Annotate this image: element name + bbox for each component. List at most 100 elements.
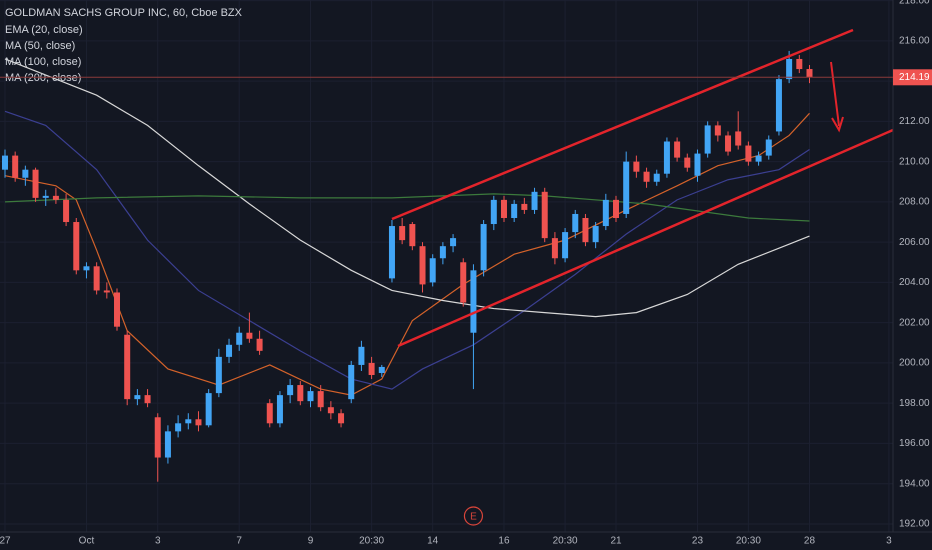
legend-item: MA (100, close) <box>5 56 81 68</box>
event-marker <box>463 506 484 526</box>
candle-body <box>633 161 640 172</box>
candle-body <box>297 385 304 402</box>
last-price-label: 214.19 <box>899 72 930 83</box>
indicator-lines <box>4 58 810 396</box>
candle-body <box>541 191 548 239</box>
y-tick-label: 192.00 <box>899 519 930 530</box>
candle-body <box>572 213 579 233</box>
y-tick-label: 198.00 <box>899 398 930 409</box>
candle-body <box>623 161 630 214</box>
candle-body <box>419 246 426 285</box>
candle-body <box>643 171 650 182</box>
candle-body <box>460 262 467 303</box>
candle-body <box>42 195 49 198</box>
candle-body <box>725 135 732 152</box>
y-tick-label: 200.00 <box>899 358 930 369</box>
y-tick-label: 196.00 <box>899 438 930 449</box>
candle-body <box>531 191 538 210</box>
arrow-head <box>831 116 844 133</box>
candle-body <box>551 238 558 259</box>
candle-body <box>388 226 395 279</box>
candle-body <box>450 238 457 247</box>
event-label: E <box>470 512 477 523</box>
x-tick-label: 27 <box>0 536 11 547</box>
candle-body <box>338 413 345 424</box>
candle-body <box>32 169 39 198</box>
candle-body <box>348 364 355 400</box>
x-tick-label: 20:30 <box>359 536 384 547</box>
candle-body <box>93 266 100 291</box>
x-tick-label: 9 <box>308 536 314 547</box>
candle-body <box>674 141 681 158</box>
candle-body <box>236 332 243 345</box>
x-tick-label: 20:30 <box>553 536 578 547</box>
candle-body <box>775 79 782 132</box>
candle-body <box>562 232 569 259</box>
candle-body <box>246 332 253 339</box>
candle-body <box>276 395 283 424</box>
arrow-shaft <box>830 61 840 127</box>
candle-body <box>399 226 406 241</box>
candle-body <box>755 155 762 162</box>
candle-body <box>83 266 90 271</box>
candle-body <box>368 362 375 375</box>
last-price-box <box>893 69 932 86</box>
candle-body <box>63 199 70 223</box>
legend-item: EMA (20, close) <box>5 24 83 36</box>
candle-body <box>409 224 416 247</box>
candle-body <box>307 391 314 402</box>
candle-body <box>786 58 793 80</box>
candle-body <box>1 155 8 170</box>
candle-body <box>327 407 334 414</box>
candle-body <box>735 131 742 146</box>
candle-body <box>124 334 131 400</box>
candle-body <box>114 292 121 327</box>
candle-body <box>694 153 701 176</box>
y-tick-label: 210.00 <box>899 156 930 167</box>
candle-body <box>226 344 233 357</box>
candle-body <box>358 346 365 365</box>
candle-body <box>266 403 273 424</box>
y-tick-label: 216.00 <box>899 36 930 47</box>
candle-body <box>429 258 436 283</box>
candle-body <box>521 203 528 210</box>
y-tick-label: 218.00 <box>899 0 930 6</box>
candle-body <box>806 69 813 78</box>
candle-body <box>490 199 497 225</box>
y-tick-label: 204.00 <box>899 277 930 288</box>
candle-body <box>185 419 192 424</box>
candle-body <box>215 356 222 394</box>
moving-average-line <box>4 58 810 318</box>
candle-body <box>154 417 161 458</box>
legend-item: MA (200, close) <box>5 72 81 84</box>
candle-body <box>317 391 324 408</box>
candle-body <box>511 203 518 218</box>
channel-upper <box>391 28 854 221</box>
channel-lower <box>397 128 894 348</box>
candle-body <box>22 169 29 178</box>
candle-body <box>796 58 803 70</box>
legend-item: MA (50, close) <box>5 40 75 52</box>
candle-body <box>602 199 609 227</box>
candle-body <box>52 195 59 200</box>
candle-body <box>164 431 171 458</box>
x-tick-label: Oct <box>79 536 95 547</box>
candle-body <box>378 366 385 373</box>
moving-average-line <box>4 112 810 396</box>
candle-body <box>175 423 182 432</box>
candle-body <box>73 222 80 271</box>
candle-body <box>205 393 212 426</box>
x-tick-label: 20:30 <box>736 536 761 547</box>
candle-body <box>470 270 477 333</box>
candle-body <box>613 199 620 218</box>
candle-body <box>704 125 711 154</box>
candle-body <box>144 395 151 404</box>
y-tick-label: 212.00 <box>899 116 930 127</box>
drawings <box>391 28 894 348</box>
candle-body <box>500 199 507 218</box>
candle-body <box>684 157 691 168</box>
candle-body <box>12 155 19 178</box>
legend: GOLDMAN SACHS GROUP INC, 60, Cboe BZX EM… <box>5 7 243 84</box>
candle-body <box>256 338 263 351</box>
